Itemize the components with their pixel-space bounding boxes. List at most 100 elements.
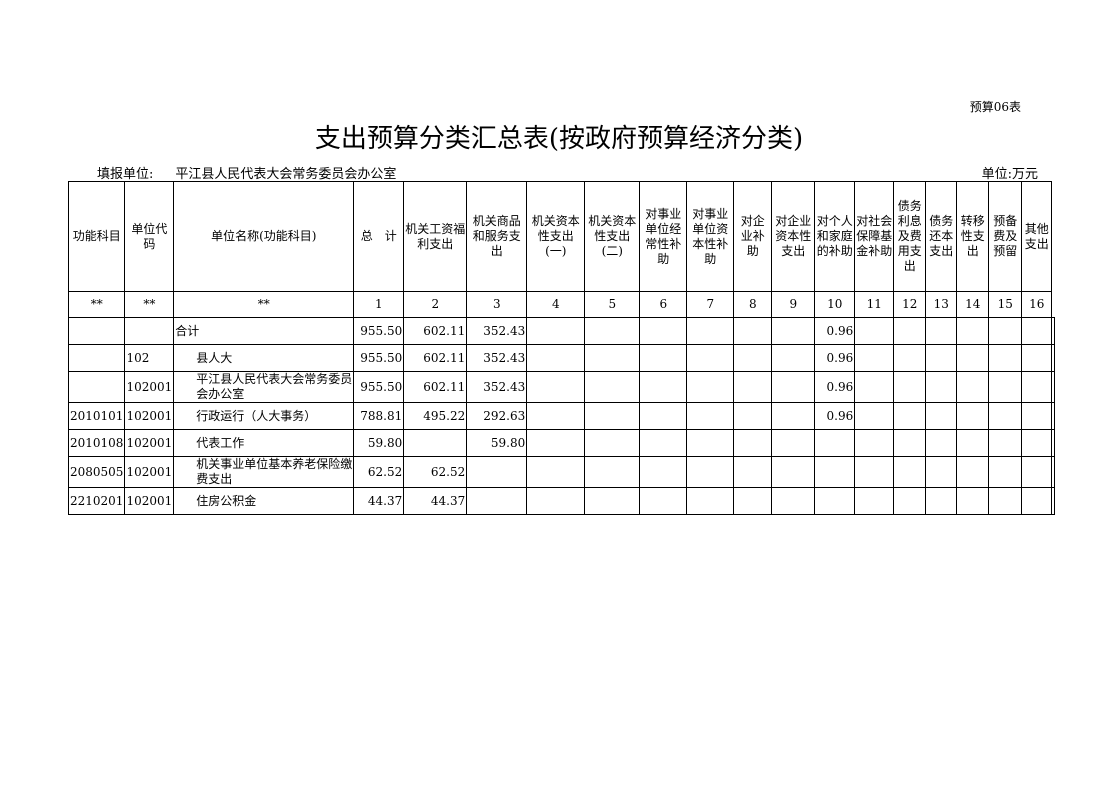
column-header: 债务利息及费用支出 <box>893 181 927 292</box>
column-header: 对事业单位经常性补助 <box>639 181 688 292</box>
value-cell <box>1021 317 1053 345</box>
value-cell <box>1021 487 1053 515</box>
column-header: 功能科目 <box>67 181 126 292</box>
function-code-cell: 2010108 <box>67 429 126 457</box>
unit-name-cell: 县人大 <box>173 344 355 372</box>
value-cell <box>956 371 990 403</box>
reporting-unit-value: 平江县人民代表大会常务委员会办公室 <box>175 167 397 182</box>
value-cell: 602.11 <box>403 317 468 345</box>
value-cell <box>466 487 528 515</box>
value-cell <box>893 487 927 515</box>
value-cell <box>988 402 1023 430</box>
form-number: 预算06表 <box>969 100 1021 114</box>
value-cell: 788.81 <box>353 402 405 430</box>
unit-name-cell: 代表工作 <box>173 429 355 457</box>
column-number: 15 <box>988 291 1023 318</box>
value-cell: 602.11 <box>403 371 468 403</box>
value-cell: 352.43 <box>466 317 528 345</box>
function-code-cell: 2210201 <box>67 487 126 515</box>
value-cell <box>771 317 816 345</box>
column-number: 12 <box>893 291 927 318</box>
value-cell <box>854 402 895 430</box>
value-cell <box>733 456 773 488</box>
value-cell <box>639 344 688 372</box>
table-row: 2010101 102001 行政运行（人大事务） 788.81 495.22 292.6… <box>67 402 1056 430</box>
column-header: 机关资本性支出(一) <box>526 181 586 292</box>
value-cell <box>988 317 1023 345</box>
value-cell <box>686 344 735 372</box>
value-cell: 955.50 <box>353 344 405 372</box>
column-header: 对个人和家庭的补助 <box>814 181 856 292</box>
column-number-row: ** ** ** 1 2 3 4 5 6 7 8 9 10 11 12 13 14 15 16 <box>67 291 1055 318</box>
value-cell <box>988 344 1023 372</box>
value-cell: 0.96 <box>814 371 856 403</box>
value-cell <box>771 402 816 430</box>
value-cell <box>854 429 895 457</box>
table-row: 102001 平江县人民代表大会常务委员会办公室 955.50 602.11 352.4… <box>67 371 1056 403</box>
column-header: 机关工资福利支出 <box>403 181 468 292</box>
value-cell <box>956 402 990 430</box>
value-cell <box>988 429 1023 457</box>
value-cell: 44.37 <box>353 487 405 515</box>
unit-code-cell: 102 <box>124 344 175 372</box>
value-cell <box>1051 402 1056 430</box>
value-cell: 62.52 <box>353 456 405 488</box>
value-cell <box>1051 429 1056 457</box>
value-cell: 292.63 <box>466 402 528 430</box>
value-cell <box>639 402 688 430</box>
column-header: 预备费及预留 <box>988 181 1023 292</box>
value-cell <box>733 429 773 457</box>
value-cell <box>956 456 990 488</box>
column-number: 11 <box>854 291 895 318</box>
value-cell <box>814 429 856 457</box>
value-cell <box>1051 371 1056 403</box>
unit-name-cell: 行政运行（人大事务） <box>173 402 355 430</box>
value-cell <box>733 344 773 372</box>
value-cell <box>1051 487 1056 515</box>
value-cell <box>733 371 773 403</box>
value-cell <box>686 317 735 345</box>
value-cell: 955.50 <box>353 371 405 403</box>
header-row: 功能科目 单位代码 单位名称(功能科目) 总 计机关工资福利支出 机关商品和服务支出 机关… <box>67 181 1055 292</box>
value-cell <box>584 456 641 488</box>
table-row: 2210201 102001 住房公积金 44.37 44.37 <box>67 487 1056 515</box>
value-cell <box>526 429 586 457</box>
column-header: 对企业补助 <box>733 181 773 292</box>
value-cell <box>526 402 586 430</box>
unit-name-cell: 平江县人民代表大会常务委员会办公室 <box>173 371 355 403</box>
value-cell: 0.96 <box>814 317 856 345</box>
value-cell <box>771 344 816 372</box>
value-cell <box>1051 344 1056 372</box>
column-number: 5 <box>584 291 641 318</box>
function-code-cell: 2010101 <box>67 402 126 430</box>
column-header: 其他支出 <box>1021 181 1053 292</box>
value-cell <box>988 456 1023 488</box>
unit-code-cell: 102001 <box>124 429 175 457</box>
value-cell <box>686 371 735 403</box>
column-number: 6 <box>639 291 688 318</box>
value-cell <box>584 487 641 515</box>
value-cell <box>893 344 927 372</box>
value-cell <box>893 456 927 488</box>
value-cell <box>1021 371 1053 403</box>
value-cell <box>639 317 688 345</box>
value-cell <box>584 429 641 457</box>
value-cell: 0.96 <box>814 402 856 430</box>
column-number: 8 <box>733 291 773 318</box>
column-number: 9 <box>771 291 816 318</box>
reporting-unit: 填报单位: 平江县人民代表大会常务委员会办公室 <box>97 163 418 182</box>
value-cell <box>1051 456 1056 488</box>
value-cell <box>1021 402 1053 430</box>
value-cell <box>733 317 773 345</box>
value-cell: 0.96 <box>814 344 856 372</box>
value-cell <box>988 371 1023 403</box>
value-cell <box>893 402 927 430</box>
value-cell <box>403 429 468 457</box>
value-cell <box>526 487 586 515</box>
value-cell <box>1051 317 1056 345</box>
value-cell: 62.52 <box>403 456 468 488</box>
table-row: 2010108 102001 代表工作 59.80 59.80 <box>67 429 1056 457</box>
value-cell: 44.37 <box>403 487 468 515</box>
value-cell <box>639 371 688 403</box>
value-cell: 495.22 <box>403 402 468 430</box>
